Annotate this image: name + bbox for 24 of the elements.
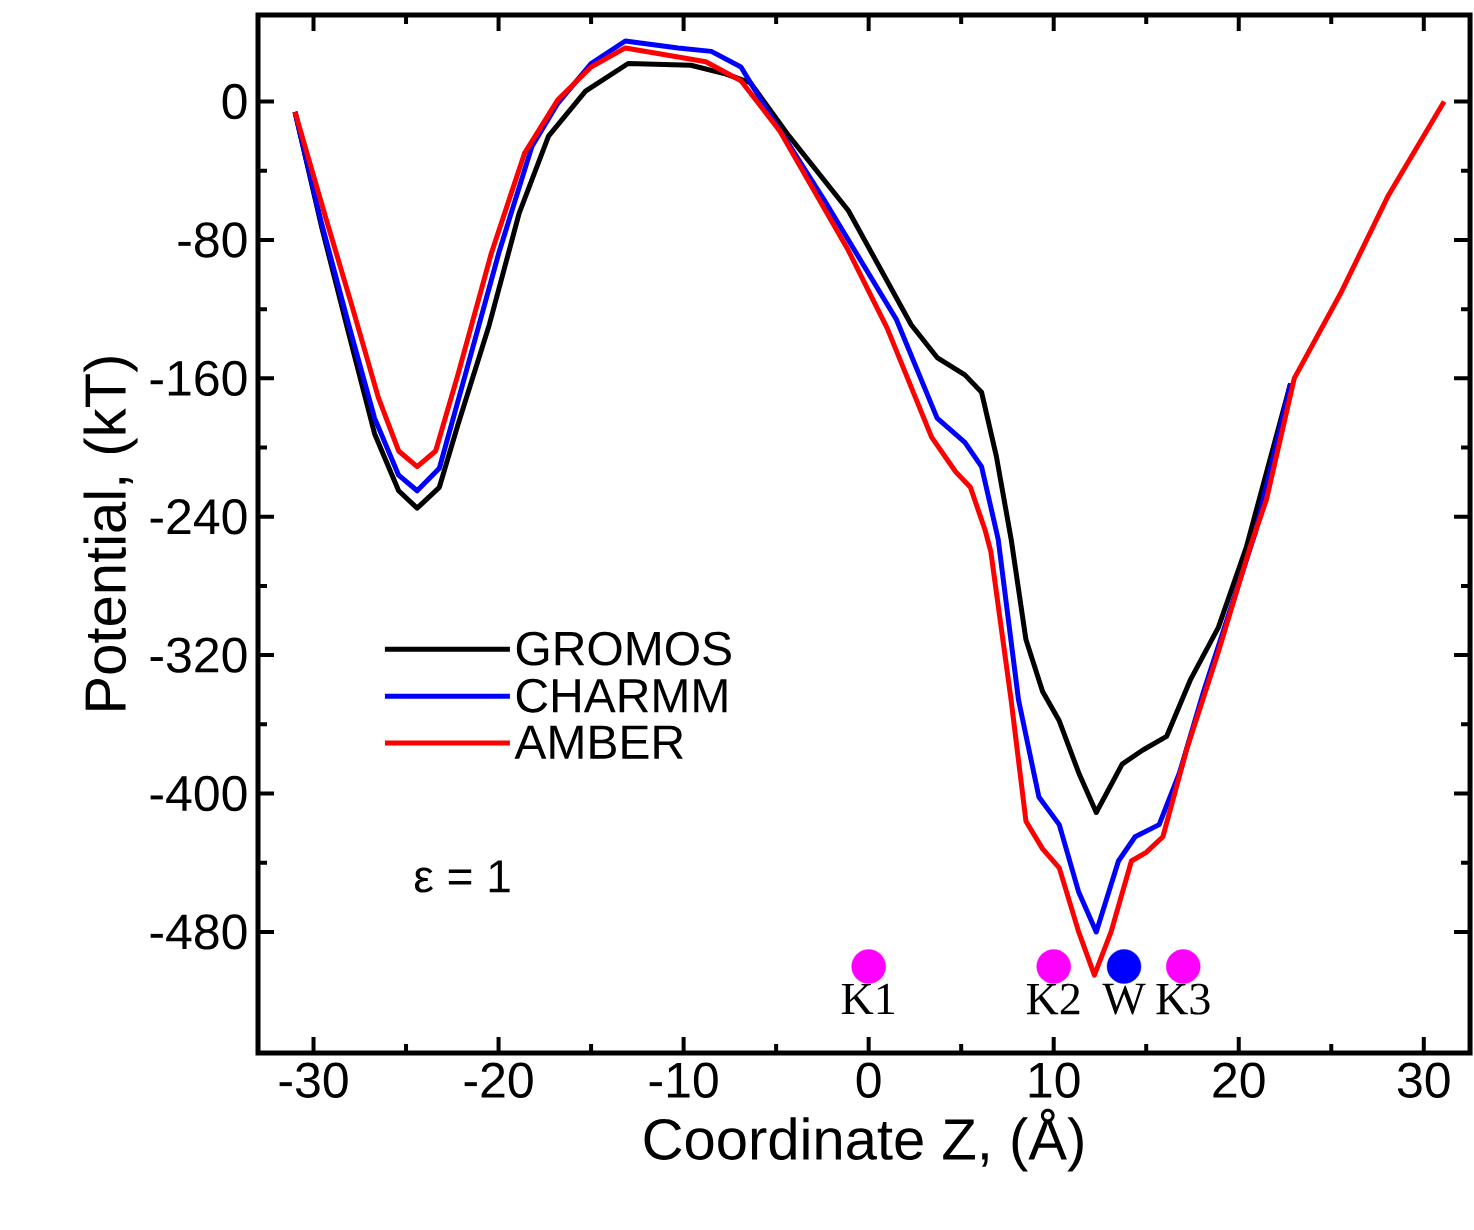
annotation: K1 bbox=[841, 983, 894, 1015]
x-tick-label: -10 bbox=[649, 1062, 718, 1098]
y-tick-label: -240 bbox=[150, 499, 247, 535]
y-tick-label: 0 bbox=[222, 83, 247, 120]
annotation: ε = 1 bbox=[414, 860, 510, 893]
legend-label: CHARMM bbox=[516, 678, 727, 713]
x-tick-label: -20 bbox=[464, 1062, 533, 1098]
y-axis-title: Potential, (kT) bbox=[83, 357, 138, 710]
y-tick-label: -160 bbox=[150, 360, 247, 397]
x-tick-label: 0 bbox=[856, 1062, 881, 1098]
y-tick-label: -80 bbox=[178, 222, 247, 258]
y-tick-label: -480 bbox=[150, 914, 247, 950]
annotation: K3 bbox=[1156, 983, 1210, 1015]
x-tick-label: 10 bbox=[1029, 1062, 1080, 1098]
annotation: W bbox=[1102, 983, 1146, 1015]
annotation: K2 bbox=[1026, 983, 1080, 1015]
y-tick-label: -400 bbox=[150, 775, 247, 812]
x-tick-label: 20 bbox=[1213, 1062, 1265, 1098]
y-tick-label: -320 bbox=[150, 637, 247, 673]
x-tick-label: -30 bbox=[279, 1062, 348, 1098]
legend-label: GROMOS bbox=[516, 631, 731, 666]
x-tick-label: 30 bbox=[1397, 1062, 1450, 1098]
x-axis-title: Coordinate Z, (Å) bbox=[644, 1108, 1083, 1172]
legend-label: AMBER bbox=[514, 725, 683, 759]
